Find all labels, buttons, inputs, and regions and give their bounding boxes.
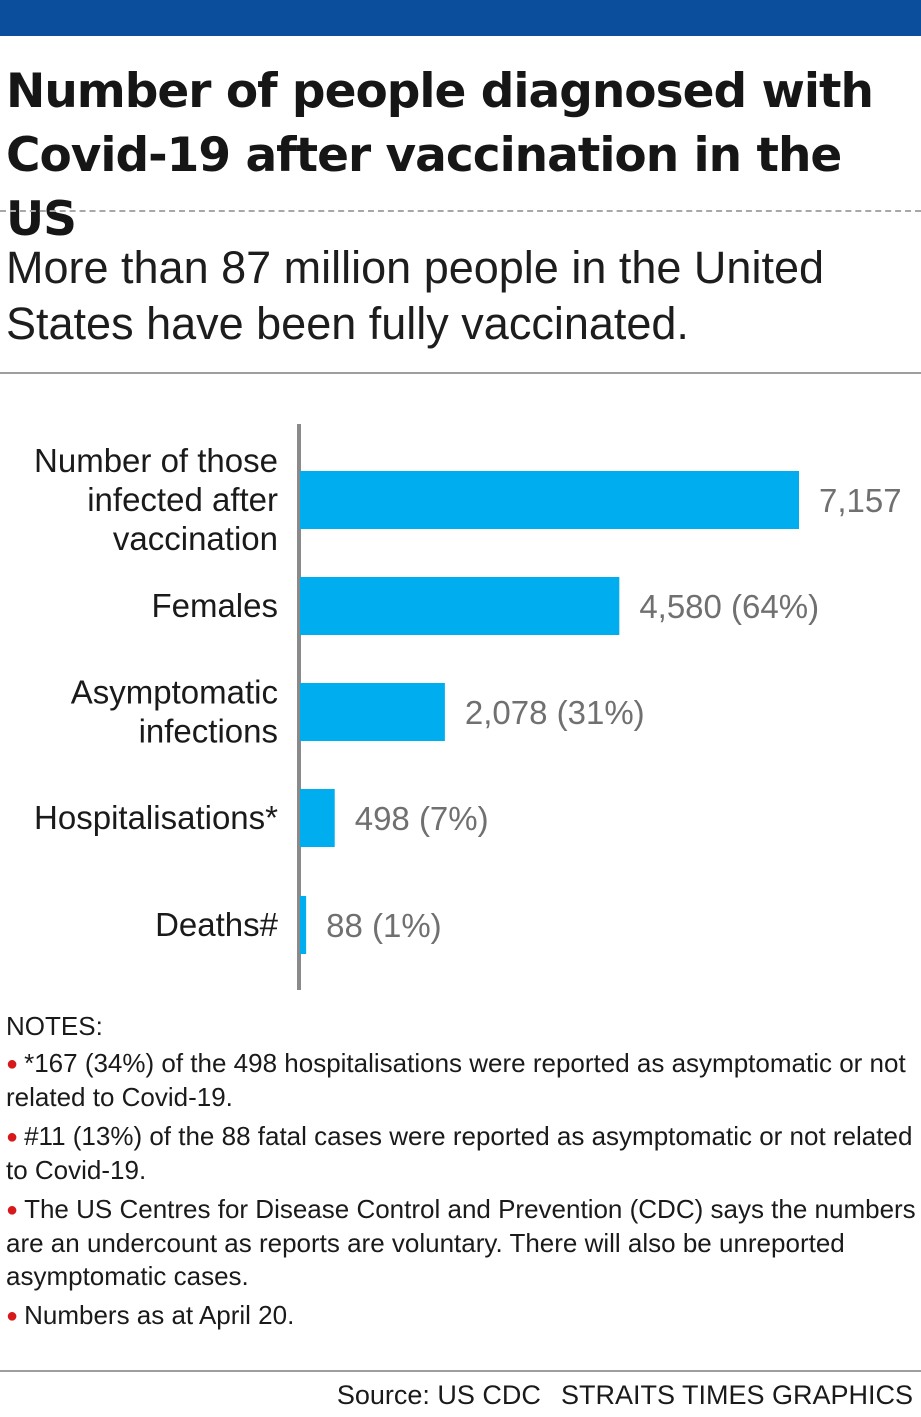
note-item-undercount: ● The US Centres for Disease Control and … xyxy=(6,1193,916,1293)
value-label: 7,157 xyxy=(819,482,902,519)
note-item-deaths: ● #11 (13%) of the 88 fatal cases were re… xyxy=(6,1120,916,1187)
category-label: Asymptomatic infections xyxy=(71,674,278,750)
category-label: Hospitalisations* xyxy=(34,799,278,836)
value-label: 88 (1%) xyxy=(326,907,442,944)
bullet-icon: ● xyxy=(6,1053,19,1075)
title-divider xyxy=(0,210,921,212)
bar xyxy=(300,471,799,529)
bullet-icon: ● xyxy=(6,1126,19,1148)
source-credit: Source: US CDC xyxy=(336,1380,541,1410)
note-text: *167 (34%) of the 498 hospitalisations w… xyxy=(6,1048,906,1112)
bullet-icon: ● xyxy=(6,1305,19,1327)
note-text: Numbers as at April 20. xyxy=(24,1300,295,1330)
top-color-bar xyxy=(0,0,921,36)
bar xyxy=(300,683,445,741)
bar xyxy=(300,789,335,847)
category-label: Deaths# xyxy=(155,906,279,943)
note-text: The US Centres for Disease Control and P… xyxy=(6,1194,916,1291)
category-label: Females xyxy=(151,587,278,624)
notes-heading: NOTES: xyxy=(6,1011,103,1041)
notes-section: NOTES: ● *167 (34%) of the 498 hospitalis… xyxy=(6,1010,916,1339)
bar xyxy=(300,577,620,635)
graphics-credit: STRAITS TIMES GRAPHICS xyxy=(560,1380,913,1410)
chart-subtitle: More than 87 million people in the Unite… xyxy=(6,242,824,349)
note-text: #11 (13%) of the 88 fatal cases were rep… xyxy=(6,1121,913,1185)
note-item-date: ● Numbers as at April 20. xyxy=(6,1299,916,1333)
bullet-icon: ● xyxy=(6,1199,19,1221)
footer-rule xyxy=(0,1370,921,1372)
bar xyxy=(300,896,307,954)
value-label: 2,078 (31%) xyxy=(465,694,645,731)
chart-title: Number of people diagnosed with Covid-19… xyxy=(6,64,874,247)
bar-chart: Number of those infected after vaccination… xyxy=(34,424,902,990)
note-item-hospitalisations: ● *167 (34%) of the 498 hospitalisations … xyxy=(6,1047,916,1114)
chart-top-rule xyxy=(0,372,921,374)
value-label: 4,580 (64%) xyxy=(639,588,819,625)
category-label: Number of those infected after vaccination xyxy=(34,442,278,557)
value-label: 498 (7%) xyxy=(355,800,489,837)
footer: Source: US CDC STRAITS TIMES GRAPHICS xyxy=(337,1380,913,1411)
